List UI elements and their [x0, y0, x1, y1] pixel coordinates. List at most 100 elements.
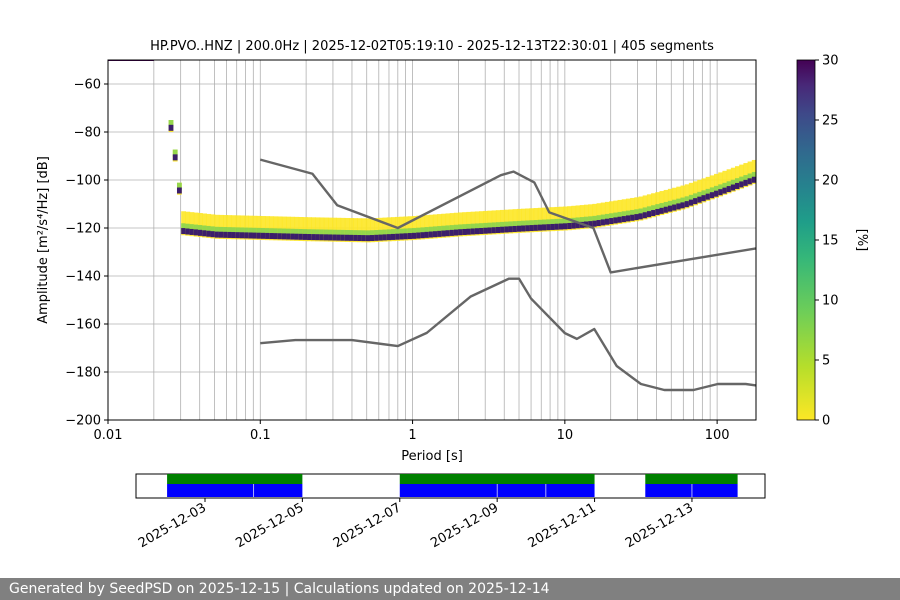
- psd-cell-high: [693, 198, 698, 205]
- psd-cell-mid: [302, 229, 308, 237]
- y-tick-label: −60: [74, 78, 101, 93]
- psd-cell-high: [437, 230, 442, 237]
- psd-cell-high: [562, 223, 568, 230]
- psd-cell-mid: [344, 229, 350, 238]
- psd-cell-mid: [365, 230, 371, 238]
- psd-cell-high: [667, 205, 673, 212]
- colorbar-tick-label: 15: [822, 234, 839, 249]
- psd-cell-high: [491, 227, 497, 234]
- psd-cell-high: [172, 154, 178, 161]
- psd-cell-mid: [546, 219, 552, 227]
- availability-bar: [399, 474, 595, 484]
- psd-cell-mid: [676, 198, 682, 206]
- psd-cell-mid: [374, 230, 379, 238]
- y-tick-label: −140: [65, 270, 101, 285]
- processed-bar: [645, 484, 692, 497]
- psd-cell-mid: [625, 210, 631, 218]
- psd-cell-high: [688, 199, 694, 206]
- footer-bar: Generated by SeedPSD on 2025-12-15 | Cal…: [0, 578, 900, 600]
- psd-cell-mid: [491, 222, 497, 230]
- timeline-tick-label: 2025-12-13: [623, 500, 696, 551]
- psd-cell-high: [223, 231, 228, 238]
- psd-cell-high: [269, 233, 275, 240]
- psd-cell-mid: [437, 226, 442, 234]
- psd-cell-high: [298, 233, 304, 240]
- psd-cell-high: [558, 223, 564, 230]
- psd-cell-high: [399, 233, 405, 240]
- psd-cell-high: [386, 234, 392, 241]
- colorbar-tick-label: 0: [822, 414, 830, 429]
- psd-cell-high: [659, 207, 665, 214]
- colorbar: [796, 59, 816, 421]
- psd-cell-high: [592, 220, 598, 227]
- psd-cell-mid: [730, 179, 736, 187]
- psd-cell-mid: [667, 200, 673, 209]
- psd-cell-mid: [328, 229, 333, 237]
- psd-cell-mid: [210, 226, 216, 234]
- timeline-tick-label: 2025-12-03: [136, 500, 209, 551]
- processed-bar: [399, 484, 497, 497]
- psd-cell-mid: [411, 228, 417, 236]
- psd-cell-mid: [407, 228, 413, 236]
- psd-cell-mid: [386, 229, 392, 237]
- psd-cell-high: [403, 233, 409, 240]
- psd-cell-high: [319, 234, 325, 241]
- psd-cell-high: [533, 224, 539, 231]
- psd-cell-mid: [319, 229, 325, 237]
- psd-cell-high: [256, 232, 262, 239]
- colorbar-tick-label: 10: [822, 294, 839, 309]
- psd-cell-high: [286, 233, 291, 240]
- noise-model-curves: [259, 158, 756, 392]
- psd-cell-mid: [567, 218, 572, 226]
- psd-cell-high: [332, 234, 338, 241]
- x-tick-label: 1: [408, 428, 416, 443]
- footer-text: Generated by SeedPSD on 2025-12-15 | Cal…: [9, 581, 550, 597]
- psd-cell-mid: [613, 212, 619, 220]
- psd-cell-mid: [533, 220, 539, 228]
- psd-cell-mid: [395, 228, 400, 237]
- psd-cell-high: [537, 224, 543, 231]
- psd-cell-high: [248, 232, 254, 239]
- psd-cell-high: [516, 225, 522, 232]
- timeline-tick-label: 2025-12-05: [233, 500, 306, 551]
- psd-cell-mid: [516, 220, 522, 229]
- psd-cell-mid: [172, 149, 178, 157]
- psd-cell-mid: [223, 227, 228, 235]
- psd-cell-high: [290, 233, 296, 240]
- psd-cell-mid: [378, 229, 384, 237]
- psd-heatmap: [108, 60, 756, 243]
- psd-cell-high: [218, 231, 224, 238]
- psd-cell-mid: [424, 227, 430, 235]
- psd-cell-mid: [231, 227, 237, 235]
- psd-cell-mid: [277, 228, 283, 236]
- psd-cell-high: [411, 232, 417, 239]
- psd-cell-mid: [688, 194, 694, 203]
- psd-cell-high: [357, 235, 363, 242]
- psd-cell-high: [210, 231, 216, 238]
- psd-cell-high: [676, 203, 682, 210]
- psd-cell-high: [638, 213, 644, 220]
- chart-title: HP.PVO..HNZ | 200.0Hz | 2025-12-02T05:19…: [150, 39, 714, 54]
- psd-cell-mid: [332, 229, 338, 237]
- psd-cell-mid: [445, 225, 451, 233]
- x-tick-label: 0.1: [250, 428, 271, 443]
- psd-cell-mid: [181, 223, 186, 231]
- psd-cell-high: [277, 233, 283, 240]
- psd-cell-high: [244, 232, 249, 239]
- psd-cell-high: [596, 220, 602, 227]
- psd-cell-high: [281, 233, 287, 240]
- psd-cell-mid: [634, 209, 640, 217]
- psd-cell-mid: [336, 229, 342, 238]
- psd-cell-mid: [495, 222, 501, 230]
- psd-cell-high: [680, 202, 686, 209]
- psd-cell-mid: [588, 216, 593, 224]
- psd-cell-high: [470, 228, 476, 235]
- colorbar-label: [%]: [854, 229, 869, 252]
- psd-cell-mid: [592, 215, 598, 224]
- psd-cell-high: [621, 216, 627, 223]
- psd-cell-high: [344, 234, 350, 241]
- y-tick-label: −180: [65, 366, 101, 381]
- psd-cell-mid: [315, 229, 321, 237]
- processed-bar: [497, 484, 546, 497]
- psd-cell-high: [315, 234, 321, 241]
